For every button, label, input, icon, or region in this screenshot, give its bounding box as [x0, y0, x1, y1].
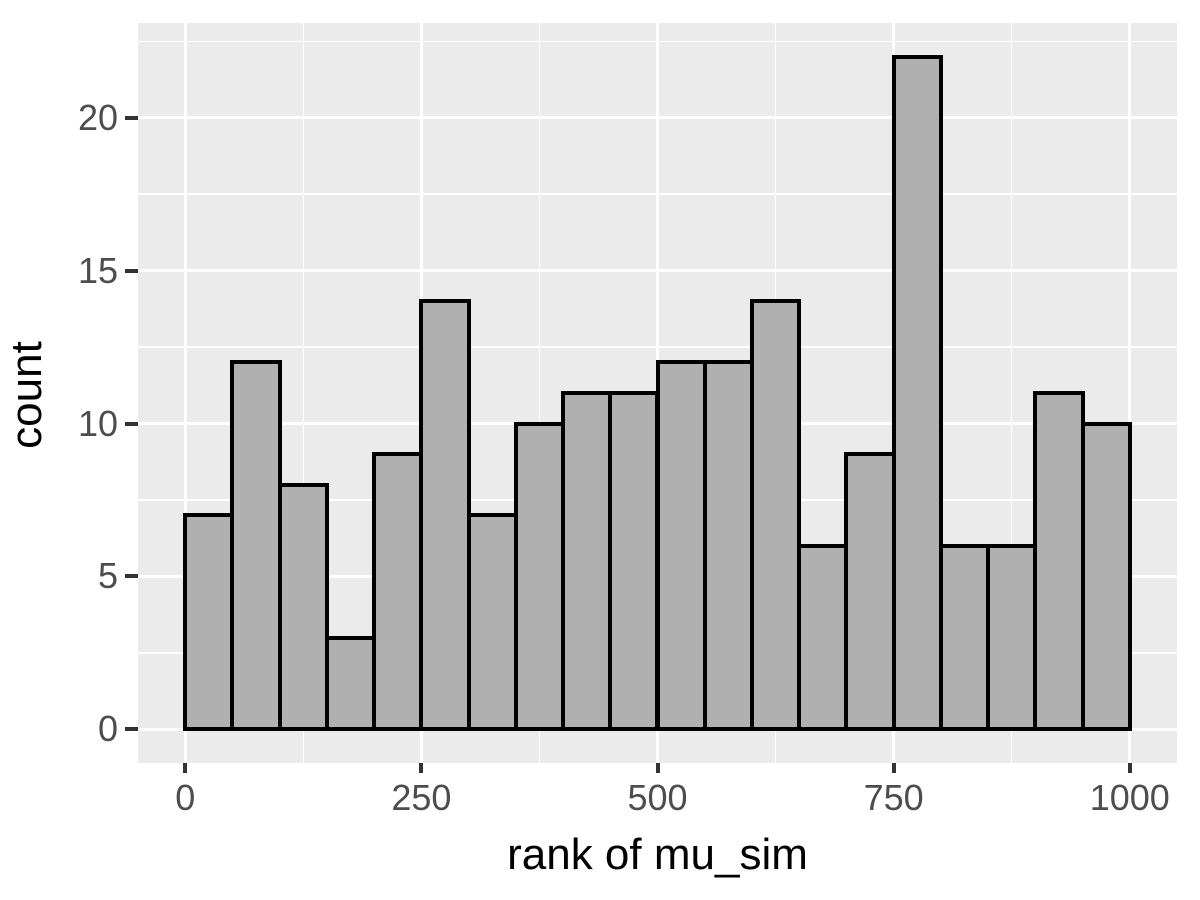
x-tick-label: 0 [175, 777, 196, 818]
x-tick-mark [419, 763, 424, 773]
x-tick-label: 750 [863, 777, 924, 818]
histogram-bar [655, 360, 707, 732]
histogram-bar [230, 360, 282, 732]
y-major-gridline [138, 116, 1177, 120]
x-minor-gridline [302, 23, 305, 763]
x-major-gridline [183, 23, 187, 763]
y-major-gridline [138, 269, 1177, 273]
x-tick-mark [891, 763, 896, 773]
histogram-bar [986, 543, 1038, 732]
histogram-bar [513, 421, 566, 732]
y-axis-title: count [2, 341, 51, 449]
y-tick-label: 15 [77, 249, 118, 291]
plot-panel [138, 23, 1177, 763]
y-tick-mark [125, 727, 138, 732]
histogram-bar [466, 513, 518, 732]
histogram-bar [419, 299, 471, 732]
y-tick-mark [125, 268, 138, 273]
histogram-bar [844, 452, 896, 732]
x-tick-mark [655, 763, 660, 773]
histogram-bar [372, 452, 424, 732]
x-tick-mark [183, 763, 188, 773]
y-tick-label: 5 [97, 555, 118, 597]
x-minor-gridline [1010, 23, 1013, 763]
histogram-bar [1080, 421, 1132, 732]
y-tick-mark [125, 421, 138, 426]
y-tick-mark [125, 115, 138, 120]
histogram-bar [1033, 391, 1085, 732]
histogram-bar [183, 513, 235, 732]
histogram-bar [561, 391, 613, 732]
y-tick-mark [125, 574, 138, 579]
histogram-bar [938, 543, 991, 732]
y-tick-label: 20 [77, 96, 118, 138]
histogram-bar [702, 360, 754, 732]
histogram-bar [797, 543, 849, 732]
x-tick-label: 500 [627, 777, 688, 818]
y-tick-label: 10 [77, 402, 118, 444]
x-tick-mark [1127, 763, 1132, 773]
y-tick-label: 0 [97, 708, 118, 750]
histogram-bar [277, 482, 329, 732]
x-minor-gridline [538, 23, 541, 763]
x-tick-label: 1000 [1089, 777, 1170, 818]
x-major-gridline [1128, 23, 1132, 763]
x-tick-label: 250 [391, 777, 452, 818]
histogram-bar [749, 299, 802, 732]
histogram-bar [891, 54, 943, 732]
histogram-bar [324, 635, 377, 732]
histogram-bar [608, 391, 660, 732]
x-axis-title: rank of mu_sim [507, 830, 808, 879]
